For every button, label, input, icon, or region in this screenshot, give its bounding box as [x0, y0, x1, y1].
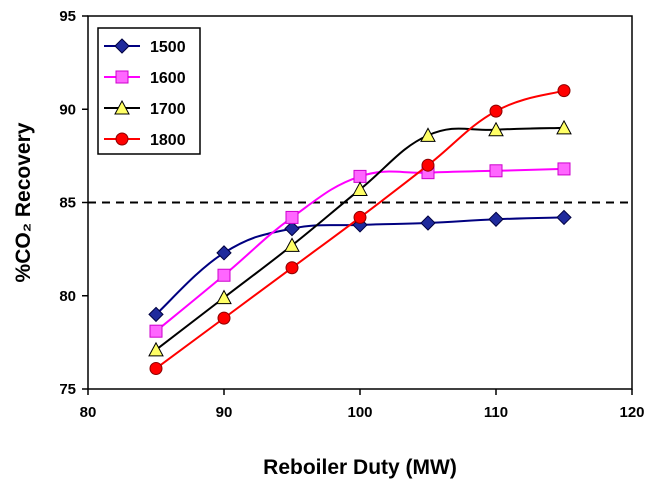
legend-label: 1700	[150, 101, 186, 118]
data-point-1800	[489, 104, 503, 118]
series-line-1700	[155, 126, 565, 351]
data-point-1700	[284, 237, 300, 252]
data-point-1500	[556, 209, 572, 226]
legend-swatch-marker	[115, 70, 129, 84]
data-point-1700	[352, 181, 368, 196]
data-point-1800	[149, 361, 163, 375]
plot-area	[88, 84, 632, 375]
data-point-1500	[488, 211, 504, 227]
data-point-1600	[353, 169, 367, 183]
x-tick-label: 110	[484, 404, 508, 421]
data-point-1800	[217, 311, 231, 325]
data-point-1600	[489, 164, 503, 178]
data-point-1600	[217, 268, 231, 282]
legend-swatch-marker	[115, 132, 129, 146]
y-tick-label: 85	[59, 195, 76, 212]
x-tick-label: 80	[80, 404, 97, 421]
legend-item-1800: 1800	[104, 132, 186, 149]
data-point-1500	[148, 306, 164, 323]
series-1600	[149, 162, 571, 338]
data-point-1700	[216, 289, 232, 305]
data-point-1600	[557, 162, 571, 176]
legend-label: 1500	[150, 39, 186, 56]
data-point-1700	[148, 341, 164, 357]
series-1800	[149, 84, 571, 375]
y-tick-label: 95	[59, 8, 76, 25]
x-tick-label: 120	[619, 404, 644, 421]
legend-item-1500: 1500	[104, 38, 186, 56]
y-tick-label: 80	[59, 288, 76, 305]
legend-swatch-marker	[114, 38, 130, 54]
legend-label: 1600	[150, 70, 186, 87]
legend-label: 1800	[150, 132, 186, 149]
series-1700	[148, 119, 572, 357]
data-point-1800	[421, 158, 435, 172]
y-axis-title: %CO₂ Recovery	[12, 122, 35, 282]
x-axis-title: Reboiler Duty (MW)	[263, 456, 457, 479]
y-tick-label: 75	[59, 381, 76, 398]
data-point-1800	[285, 261, 299, 275]
x-tick-label: 100	[347, 404, 372, 421]
x-tick-label: 90	[216, 404, 233, 421]
data-point-1600	[149, 324, 163, 338]
legend-item-1700: 1700	[104, 99, 186, 118]
legend-box	[97, 27, 201, 155]
data-point-1800	[353, 210, 367, 224]
legend: 1500 1600 1700 1800	[97, 27, 201, 155]
data-point-1700	[556, 119, 572, 135]
data-point-1700	[420, 127, 436, 142]
data-point-1600	[285, 210, 299, 224]
data-point-1700	[488, 121, 504, 137]
data-point-1500	[216, 245, 232, 261]
legend-swatch-marker	[114, 99, 130, 115]
data-point-1500	[284, 220, 300, 237]
data-point-1800	[557, 84, 571, 98]
data-point-1500	[420, 215, 436, 231]
y-tick-label: 90	[59, 101, 76, 118]
legend-item-1600: 1600	[104, 70, 186, 87]
series-1500	[148, 209, 572, 323]
